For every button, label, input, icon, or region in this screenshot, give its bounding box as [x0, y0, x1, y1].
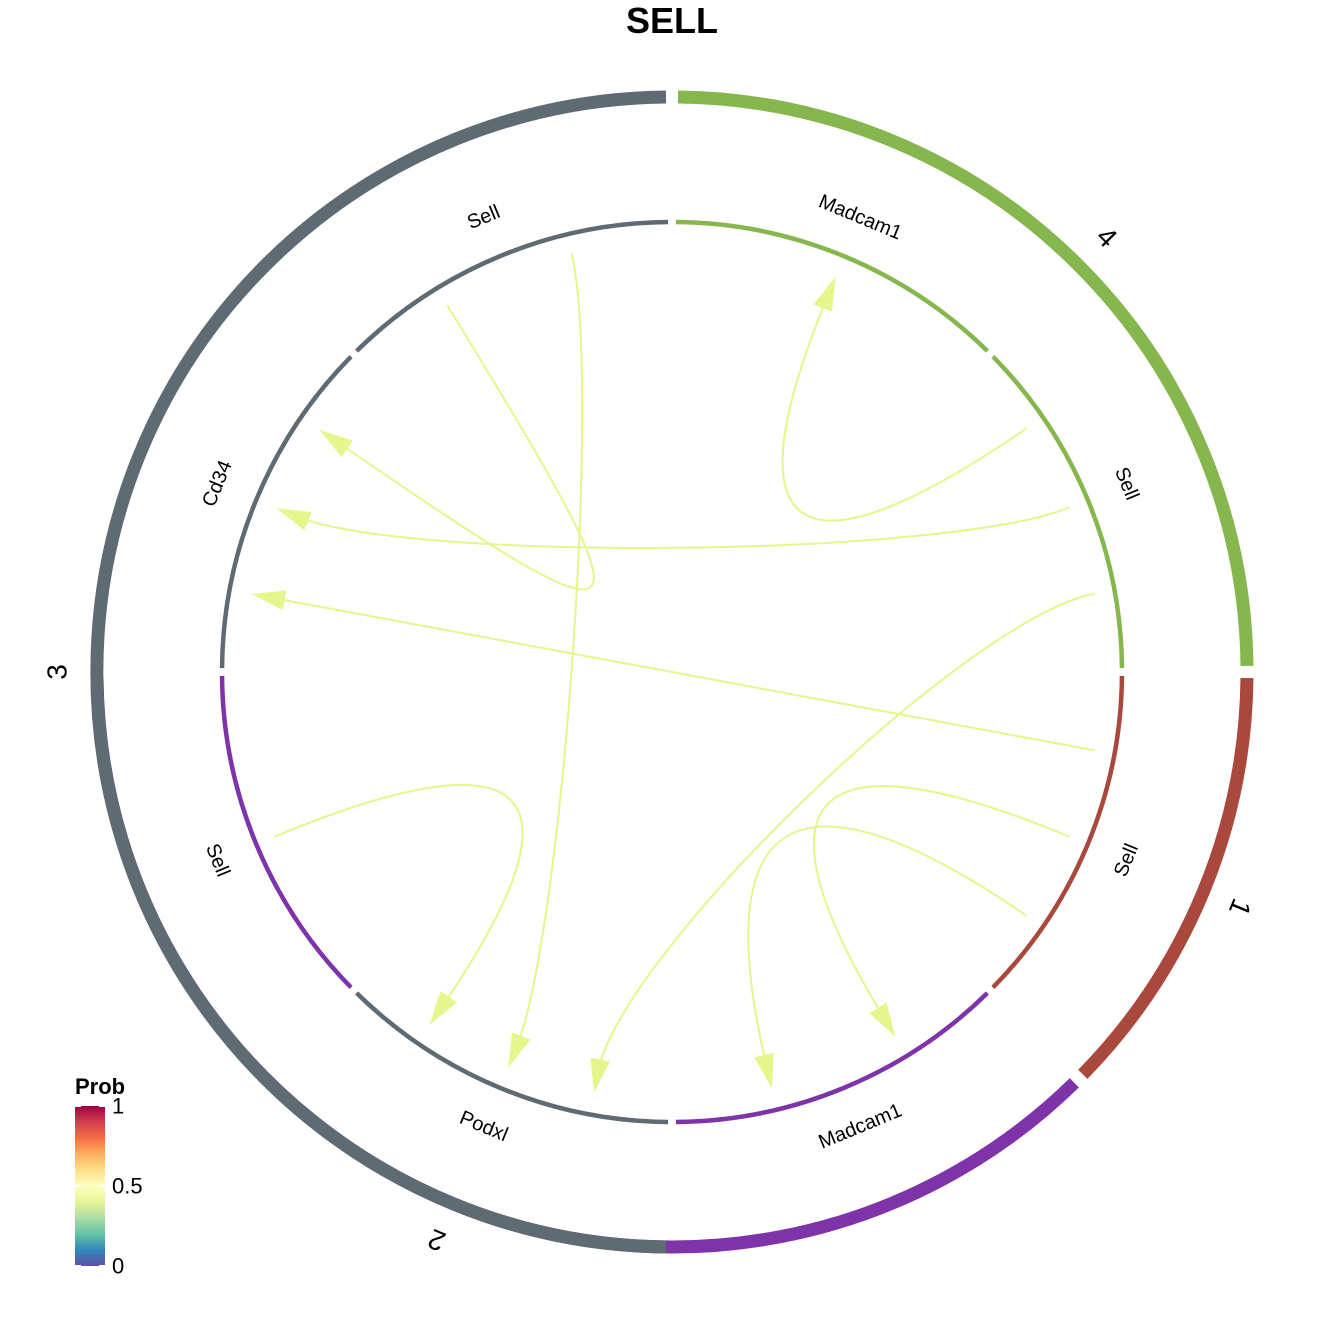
link-arrowhead-6 [319, 429, 353, 458]
gene-arc-podxl-3 [355, 991, 669, 1125]
gene-label-madcam1-2: Madcam1 [816, 1100, 906, 1154]
gene-arc-madcam1-2 [675, 991, 989, 1125]
group-labels: 1 2 3 4 [42, 221, 1258, 1258]
link-arrowhead-8 [429, 991, 458, 1025]
group-label-3: 3 [42, 664, 73, 680]
link-arrowhead-4 [276, 508, 312, 531]
link-arrowhead-3 [813, 276, 836, 312]
legend-tick-label: 0.5 [112, 1174, 143, 1199]
gene-label-sell-1: Sell [1110, 841, 1143, 880]
links [251, 253, 1095, 1093]
gene-label-podxl-3: Podxl [456, 1107, 511, 1146]
gene-arc-sell-2 [219, 675, 353, 989]
group-arc-4 [677, 90, 1254, 667]
group-label-1: 1 [1223, 894, 1258, 920]
link-8 [274, 784, 524, 1009]
link-5 [596, 592, 1095, 1074]
group-label-4: 4 [1090, 221, 1123, 254]
link-0 [270, 596, 1095, 752]
gene-arc-madcam1-4 [675, 219, 989, 353]
gene-label-sell-3: Sell [464, 201, 503, 234]
link-arrowhead-5 [590, 1057, 610, 1093]
link-7 [514, 253, 584, 1050]
legend: Prob 10.50 [75, 1074, 143, 1279]
chart-title: SELL [626, 0, 718, 41]
link-arrowhead-2 [754, 1052, 774, 1089]
legend-tick-label: 1 [112, 1094, 124, 1119]
gene-label-sell-2: Sell [201, 841, 234, 880]
link-2 [747, 825, 1027, 1069]
gene-label-cd34-3: Cd34 [198, 457, 237, 510]
link-arrowhead-0 [251, 590, 287, 610]
legend-ticks: 10.50 [75, 1094, 143, 1279]
gene-arc-cd34-3 [219, 355, 353, 669]
link-6 [335, 304, 595, 591]
legend-title: Prob [75, 1074, 125, 1099]
link-1 [812, 785, 1070, 1021]
gene-arcs [219, 219, 1125, 1125]
link-3 [781, 294, 1027, 522]
gene-arc-sell-4 [991, 355, 1125, 669]
gene-label-sell-4: Sell [1110, 464, 1143, 503]
group-arc-1 [1078, 677, 1254, 1079]
link-4 [294, 506, 1070, 549]
group-arc-3 [90, 90, 667, 1254]
group-arcs [90, 90, 1254, 1254]
link-arrowhead-7 [508, 1032, 531, 1068]
gene-label-madcam1-4: Madcam1 [816, 191, 906, 245]
link-arrowhead-1 [869, 1002, 896, 1037]
gene-arc-sell-3 [355, 219, 669, 353]
legend-tick-label: 0 [112, 1254, 124, 1279]
gene-arc-sell-1 [991, 675, 1125, 989]
group-label-2: 2 [423, 1223, 449, 1258]
group-arc-2 [90, 677, 1079, 1254]
